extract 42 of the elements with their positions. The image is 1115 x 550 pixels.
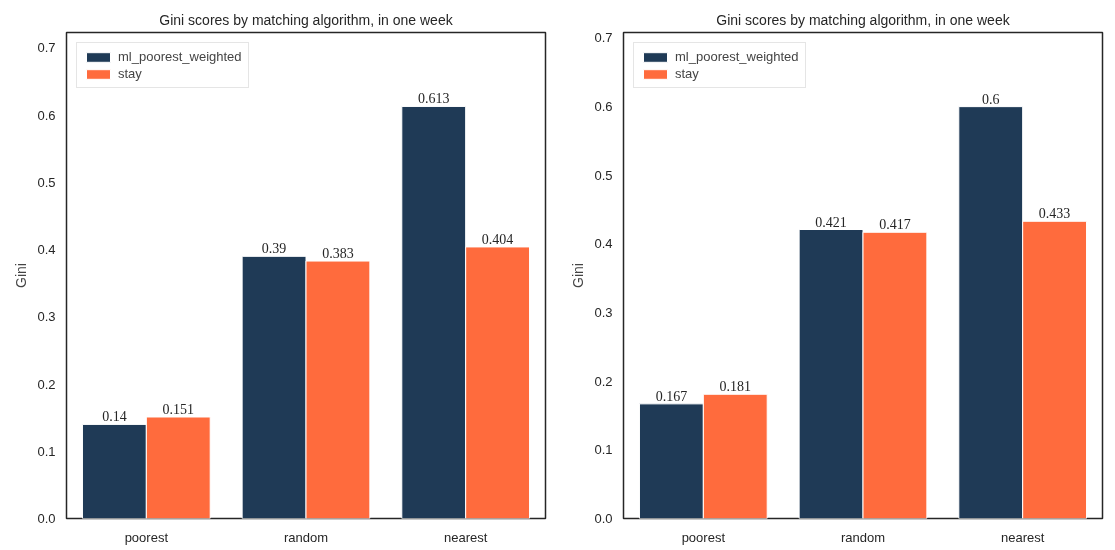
- legend-label: stay: [118, 66, 142, 81]
- y-tick-label: 0.0: [594, 511, 613, 526]
- x-tick-label: poorest: [124, 529, 169, 545]
- data-label: 0.404: [481, 231, 514, 247]
- y-tick-label: 0.3: [594, 305, 613, 321]
- data-label: 0.181: [719, 379, 752, 395]
- data-label: 0.383: [322, 246, 354, 262]
- y-tick-label: 0.2: [37, 376, 56, 392]
- x-tick-label: random: [840, 529, 886, 545]
- y-axis-title: Gini: [13, 263, 30, 288]
- x-tick-label: random: [283, 529, 329, 545]
- data-label: 0.151: [162, 402, 195, 417]
- y-tick-label: 0.7: [594, 30, 613, 46]
- y-tick-label: 0.2: [594, 373, 613, 389]
- data-label: 0.39: [261, 241, 287, 257]
- data-label: 0.167: [655, 388, 688, 404]
- chart-title: Gini scores by matching algorithm, in one week: [716, 11, 1011, 28]
- y-tick-label: 0.3: [37, 309, 56, 325]
- y-tick-label: 0.5: [594, 167, 613, 183]
- legend-label: ml_poorest_weighted: [675, 49, 799, 64]
- chart-title: Gini scores by matching algorithm, in one week: [159, 11, 454, 28]
- y-tick-label: 0.6: [594, 99, 613, 115]
- data-label: 0.14: [102, 409, 127, 425]
- y-tick-label: 0.1: [594, 442, 613, 458]
- legend-label: ml_poorest_weighted: [118, 49, 242, 64]
- x-tick-label: nearest: [1000, 529, 1045, 545]
- x-tick-label: poorest: [681, 529, 726, 545]
- y-axis-title: Gini: [570, 263, 587, 288]
- y-tick-label: 0.7: [37, 40, 56, 56]
- data-label: 0.421: [815, 214, 847, 230]
- y-tick-label: 0.6: [37, 107, 56, 123]
- y-tick-label: 0.5: [37, 174, 56, 190]
- data-label: 0.417: [879, 217, 911, 233]
- data-label: 0.433: [1038, 206, 1071, 222]
- data-label: 0.613: [417, 91, 450, 107]
- x-tick-label: nearest: [443, 529, 488, 545]
- legend-label: stay: [675, 66, 699, 81]
- y-tick-label: 0.1: [37, 443, 56, 459]
- y-tick-label: 0.4: [37, 242, 56, 258]
- y-tick-label: 0.4: [594, 236, 613, 252]
- y-tick-label: 0.0: [37, 511, 56, 526]
- data-label: 0.6: [981, 91, 1000, 107]
